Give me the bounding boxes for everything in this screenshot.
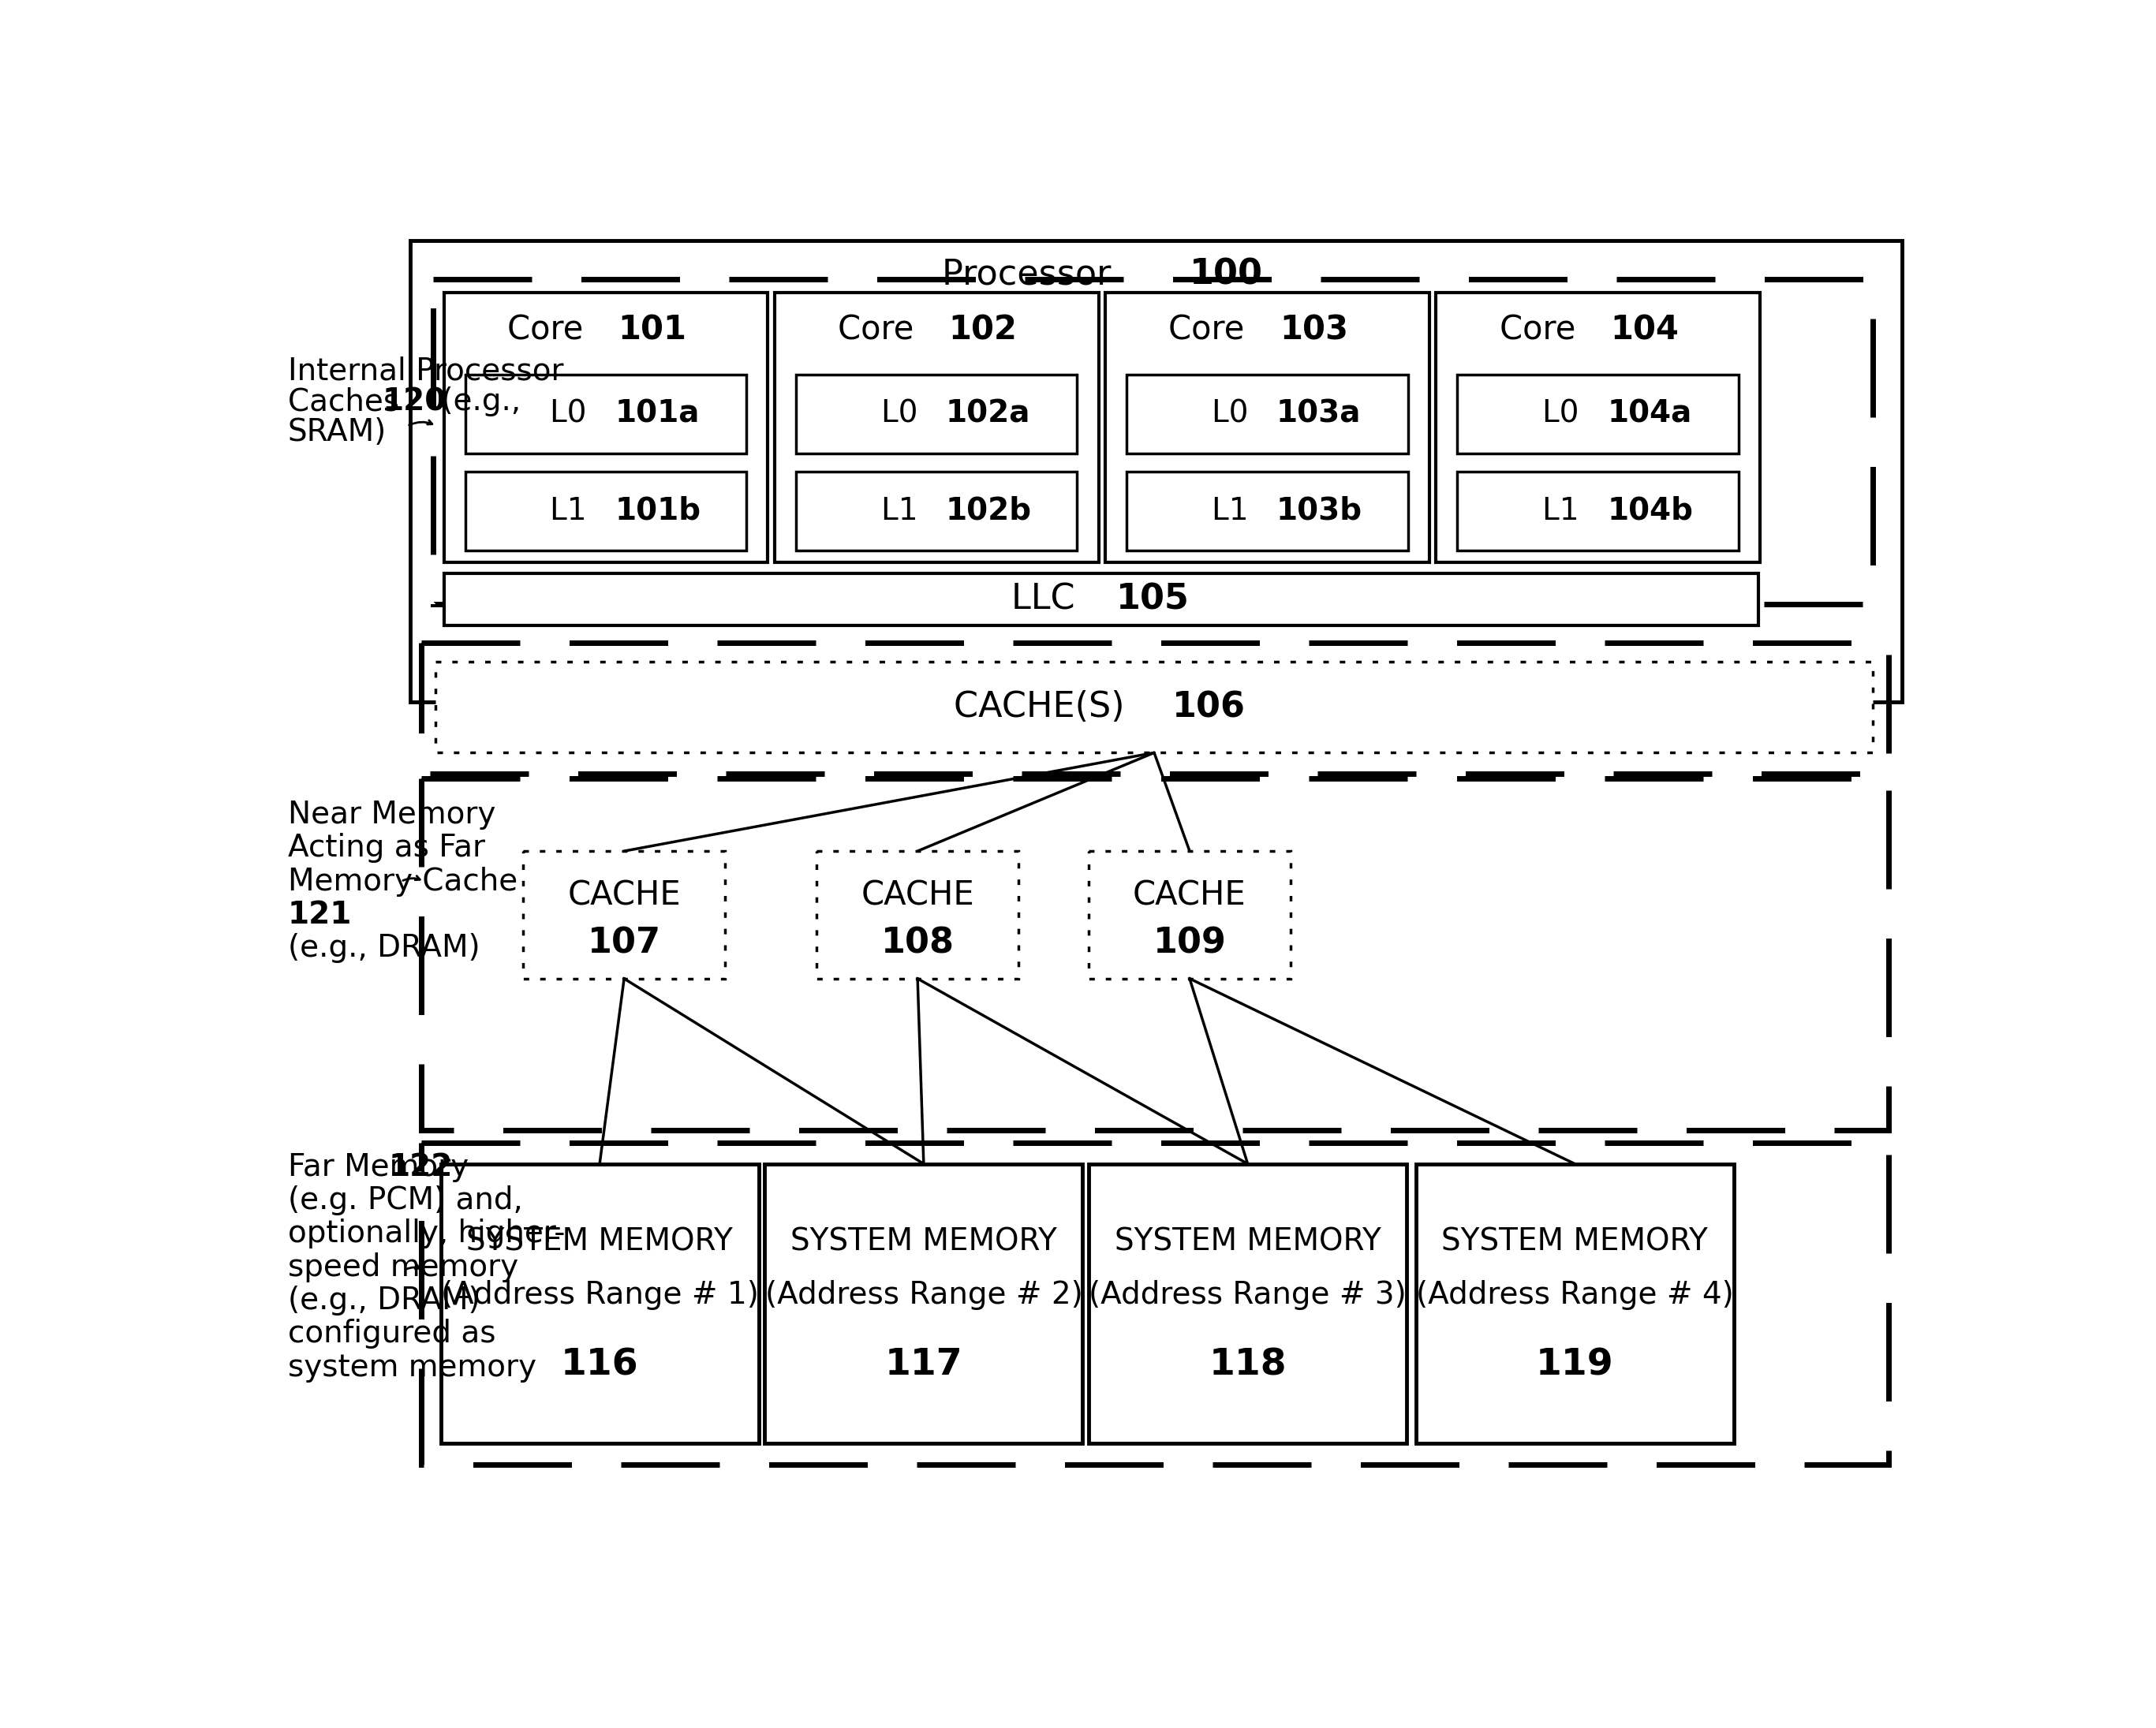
Text: 122: 122	[388, 1153, 453, 1182]
Bar	[1089, 852, 1291, 978]
Bar	[774, 292, 1100, 563]
Bar	[1089, 1165, 1406, 1443]
Text: Far Memory: Far Memory	[289, 1153, 479, 1182]
Text: 108: 108	[882, 926, 955, 959]
Bar	[1128, 472, 1408, 551]
Text: Acting as Far: Acting as Far	[289, 833, 485, 862]
Text: 117: 117	[884, 1348, 962, 1382]
Bar	[1106, 292, 1429, 563]
Text: 120: 120	[382, 387, 446, 416]
Text: 103b: 103b	[1276, 496, 1363, 525]
Bar	[1128, 375, 1408, 453]
Bar	[1416, 1165, 1733, 1443]
Bar	[420, 1142, 1889, 1464]
Text: configured as: configured as	[289, 1318, 496, 1350]
Bar	[466, 375, 746, 453]
Text: 104b: 104b	[1606, 496, 1692, 525]
Bar	[444, 574, 1757, 626]
Bar	[1457, 375, 1738, 453]
Bar	[524, 852, 724, 978]
Bar	[440, 1165, 759, 1443]
Text: L0: L0	[1212, 399, 1259, 429]
Text: 107: 107	[586, 926, 660, 959]
Text: Memory Cache: Memory Cache	[289, 866, 517, 897]
Bar	[420, 778, 1889, 1130]
Bar	[796, 472, 1078, 551]
Bar	[433, 278, 1874, 603]
Text: 116: 116	[561, 1348, 638, 1382]
Text: (Address Range # 1): (Address Range # 1)	[440, 1280, 759, 1310]
Text: Core: Core	[1169, 313, 1255, 347]
Text: (Address Range # 2): (Address Range # 2)	[765, 1280, 1082, 1310]
Text: 119: 119	[1535, 1348, 1613, 1382]
Text: (Address Range # 4): (Address Range # 4)	[1416, 1280, 1733, 1310]
Text: 101b: 101b	[614, 496, 701, 525]
Text: Near Memory: Near Memory	[289, 800, 496, 829]
Text: (e.g.,: (e.g.,	[431, 387, 522, 416]
Text: 100: 100	[1190, 257, 1263, 290]
Bar	[436, 662, 1874, 753]
Text: 106: 106	[1173, 689, 1246, 724]
Text: L0: L0	[882, 399, 927, 429]
Text: SRAM): SRAM)	[289, 416, 386, 448]
Text: LLC: LLC	[1011, 582, 1087, 617]
Text: CACHE: CACHE	[1132, 880, 1246, 912]
Text: (e.g., DRAM): (e.g., DRAM)	[289, 1286, 481, 1315]
Text: 104: 104	[1611, 313, 1680, 347]
Text: 104a: 104a	[1606, 399, 1692, 429]
Text: L1: L1	[1542, 496, 1589, 525]
Text: (e.g., DRAM): (e.g., DRAM)	[289, 933, 481, 962]
Bar	[817, 852, 1018, 978]
Text: 109: 109	[1153, 926, 1227, 959]
Text: L1: L1	[1212, 496, 1259, 525]
Text: L0: L0	[1542, 399, 1589, 429]
Text: Core: Core	[1498, 313, 1587, 347]
Text: SYSTEM MEMORY: SYSTEM MEMORY	[791, 1227, 1056, 1256]
Text: CACHE(S): CACHE(S)	[953, 689, 1136, 724]
Text: CACHE: CACHE	[860, 880, 975, 912]
Text: 103: 103	[1279, 313, 1348, 347]
Text: 105: 105	[1117, 582, 1190, 617]
Text: (Address Range # 3): (Address Range # 3)	[1089, 1280, 1406, 1310]
Bar	[796, 375, 1078, 453]
Bar	[1457, 472, 1738, 551]
Text: Core: Core	[507, 313, 593, 347]
Text: SYSTEM MEMORY: SYSTEM MEMORY	[1442, 1227, 1708, 1256]
Text: L0: L0	[550, 399, 597, 429]
Text: 118: 118	[1210, 1348, 1287, 1382]
Text: 121: 121	[289, 900, 351, 930]
Text: L1: L1	[882, 496, 927, 525]
Text: Core: Core	[839, 313, 925, 347]
Bar	[466, 472, 746, 551]
Bar	[765, 1165, 1082, 1443]
Bar	[410, 240, 1902, 702]
Text: SYSTEM MEMORY: SYSTEM MEMORY	[1115, 1227, 1382, 1256]
Text: speed memory: speed memory	[289, 1253, 517, 1282]
Text: optionally, higher-: optionally, higher-	[289, 1218, 565, 1249]
Text: CACHE: CACHE	[567, 880, 681, 912]
Text: 102: 102	[949, 313, 1018, 347]
Text: (e.g. PCM) and,: (e.g. PCM) and,	[289, 1185, 522, 1215]
Text: 101a: 101a	[614, 399, 701, 429]
Bar	[444, 292, 768, 563]
Text: L1: L1	[550, 496, 597, 525]
Text: 103a: 103a	[1276, 399, 1360, 429]
Text: Caches: Caches	[289, 387, 410, 416]
Text: SYSTEM MEMORY: SYSTEM MEMORY	[466, 1227, 733, 1256]
Text: Internal Processor: Internal Processor	[289, 356, 563, 387]
Bar	[1436, 292, 1759, 563]
Text: system memory: system memory	[289, 1353, 537, 1382]
Bar	[420, 643, 1889, 774]
Text: 102b: 102b	[946, 496, 1033, 525]
Text: 102a: 102a	[946, 399, 1031, 429]
Text: 101: 101	[619, 313, 686, 347]
Text: Processor: Processor	[942, 257, 1123, 290]
